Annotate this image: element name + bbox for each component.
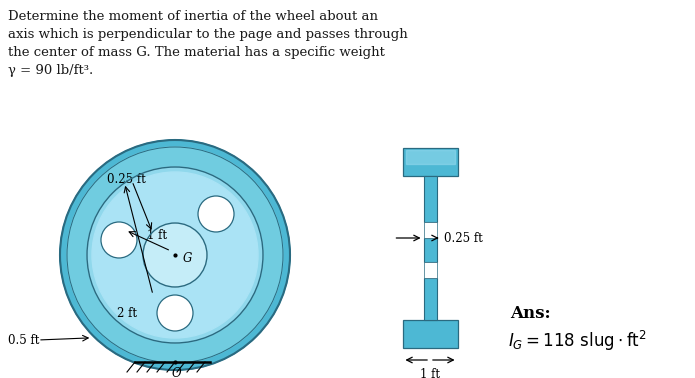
Bar [423,222,436,238]
Text: 1 ft: 1 ft [420,368,440,378]
Circle shape [60,140,290,370]
Text: O: O [171,367,181,378]
Text: γ = 90 lb/ft³.: γ = 90 lb/ft³. [8,64,93,77]
Text: Determine the moment of inertia of the wheel about an: Determine the moment of inertia of the w… [8,10,378,23]
Text: the center of mass G. The material has a specific weight: the center of mass G. The material has a… [8,46,385,59]
Circle shape [67,147,283,363]
Circle shape [101,222,137,258]
Circle shape [157,295,193,331]
Text: $I_G = 118\ \mathrm{slug \cdot ft^2}$: $I_G = 118\ \mathrm{slug \cdot ft^2}$ [508,329,647,353]
Text: Ans:: Ans: [510,305,550,322]
Circle shape [143,223,207,287]
Circle shape [87,167,263,343]
Text: 1 ft: 1 ft [147,229,167,242]
Bar [423,176,436,222]
Text: G: G [183,251,193,265]
Bar [402,320,457,348]
Circle shape [198,196,234,232]
Text: axis which is perpendicular to the page and passes through: axis which is perpendicular to the page … [8,28,408,41]
Bar [423,238,436,262]
Text: 0.5 ft: 0.5 ft [8,333,40,347]
Circle shape [92,172,258,338]
Text: 0.25 ft: 0.25 ft [445,231,483,245]
Bar [423,279,436,320]
Text: 0.25 ft: 0.25 ft [107,173,146,186]
Bar [402,148,457,176]
Text: 2 ft: 2 ft [117,307,137,320]
Bar [405,150,455,164]
Bar [423,262,436,279]
